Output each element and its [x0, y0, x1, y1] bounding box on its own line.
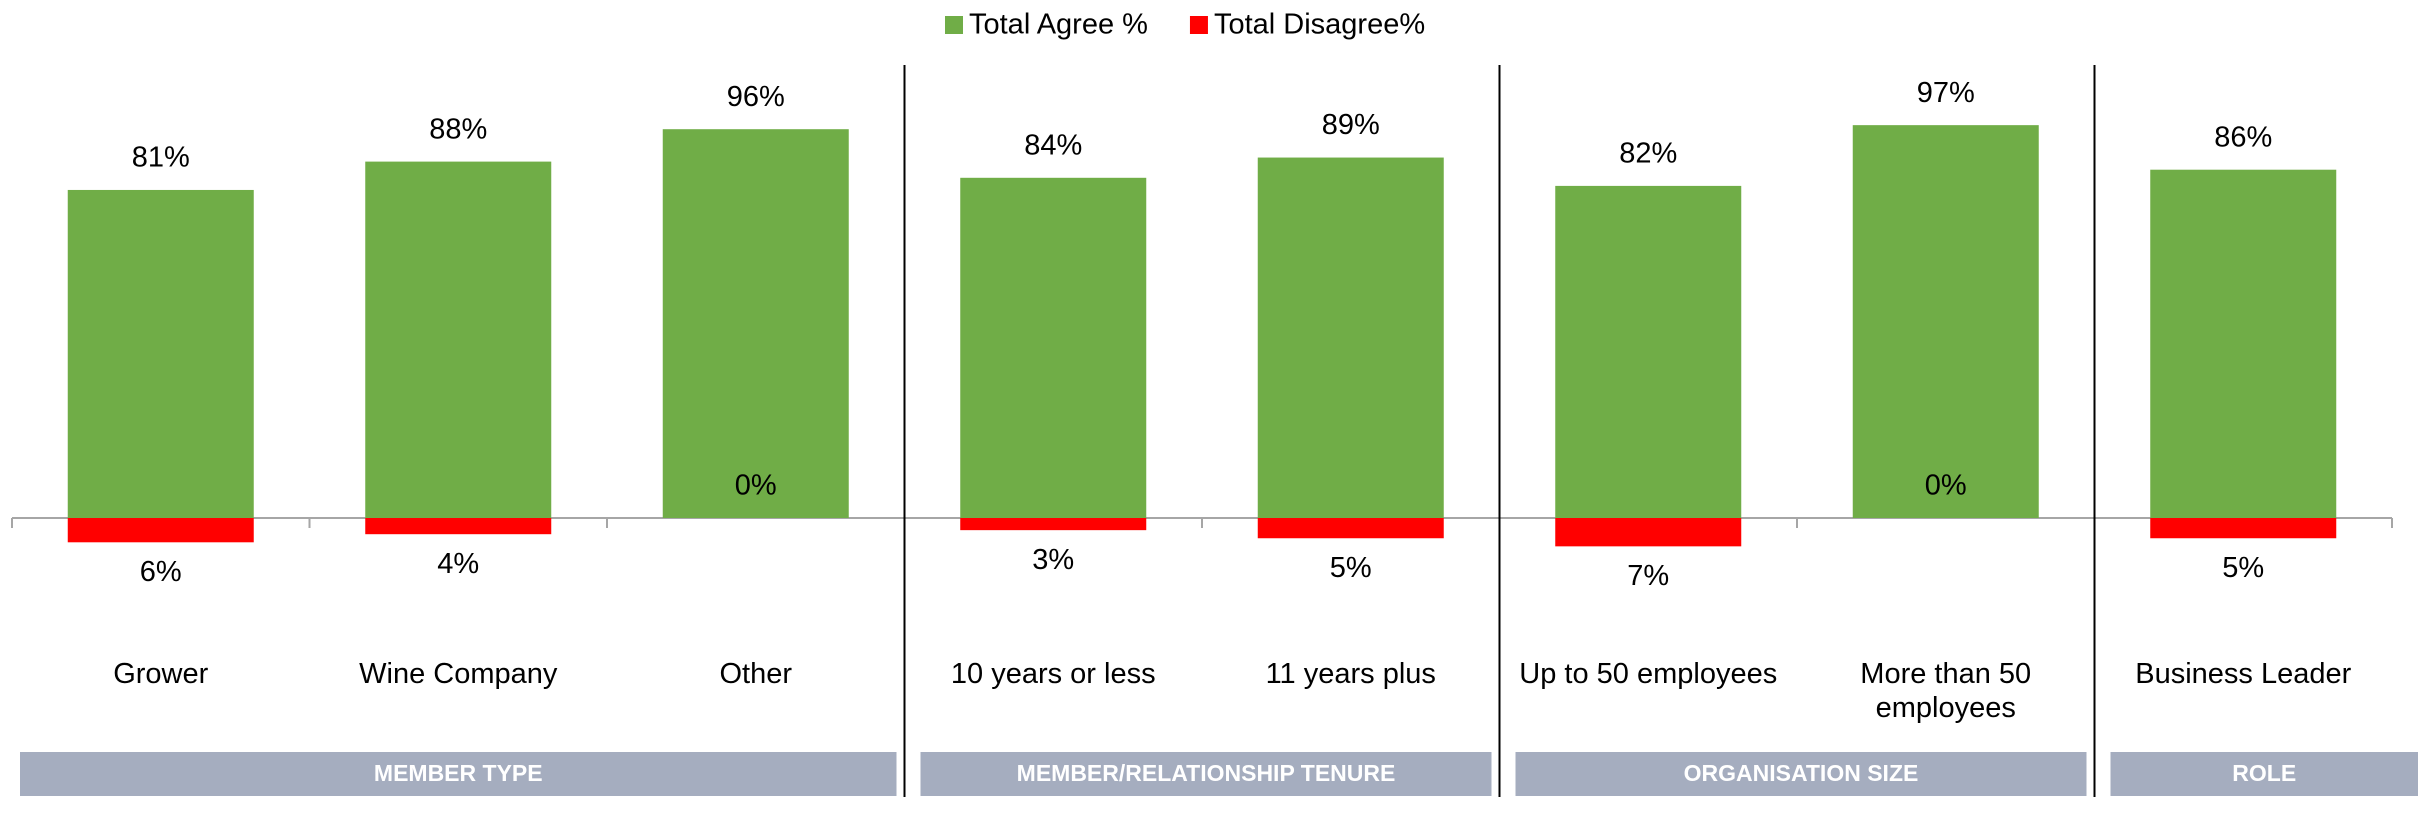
value-label: 82% [1619, 138, 1677, 170]
category-label: Grower [113, 658, 209, 690]
value-label: 96% [727, 81, 785, 113]
bar [365, 161, 552, 518]
bar [1852, 125, 2039, 519]
value-label: 86% [2214, 121, 2272, 153]
legend-label: Total Disagree% [1214, 9, 1425, 41]
value-label: 5% [1330, 552, 1372, 584]
group-banner [920, 752, 1492, 796]
value-label: 4% [437, 548, 479, 580]
category-label: 10 years or less [950, 658, 1156, 690]
bar [1257, 157, 1444, 519]
bar [2150, 169, 2337, 518]
value-label: 81% [132, 142, 190, 174]
value-label: 0% [1925, 470, 1967, 502]
category-label: Wine Company [359, 658, 558, 690]
group-banner [20, 752, 897, 796]
value-label: 0% [735, 470, 777, 502]
bar [67, 189, 254, 518]
group-label: ORGANISATION SIZE [1684, 760, 1919, 786]
group-banner [1515, 752, 2087, 796]
bar [67, 518, 254, 543]
legend-swatch [1189, 16, 1208, 34]
value-label: 97% [1917, 77, 1975, 109]
bar [1257, 518, 1444, 539]
bar [1555, 185, 1742, 518]
bar [960, 177, 1147, 519]
bar [960, 518, 1147, 531]
bar [662, 129, 849, 518]
bar [1555, 518, 1742, 547]
value-label: 5% [2222, 552, 2264, 584]
value-label: 3% [1032, 544, 1074, 576]
category-label: Other [719, 658, 793, 690]
group-banner [2110, 752, 2418, 796]
value-label: 84% [1024, 129, 1082, 161]
bar [2150, 518, 2337, 539]
value-label: 88% [429, 113, 487, 145]
value-label: 89% [1322, 109, 1380, 141]
category-label: Business Leader [2135, 658, 2352, 690]
bar [365, 518, 552, 535]
group-label: ROLE [2232, 760, 2296, 786]
category-label: More than 50 employees [1860, 658, 2032, 724]
legend-label: Total Agree % [969, 9, 1148, 41]
category-label: Up to 50 employees [1519, 658, 1778, 690]
legend-swatch [945, 16, 963, 34]
group-label: MEMBER/RELATIONSHIP TENURE [1017, 760, 1396, 786]
group-label: MEMBER TYPE [374, 760, 543, 786]
value-label: 7% [1627, 560, 1669, 592]
category-label: 11 years plus [1265, 658, 1436, 690]
value-label: 6% [140, 556, 182, 588]
